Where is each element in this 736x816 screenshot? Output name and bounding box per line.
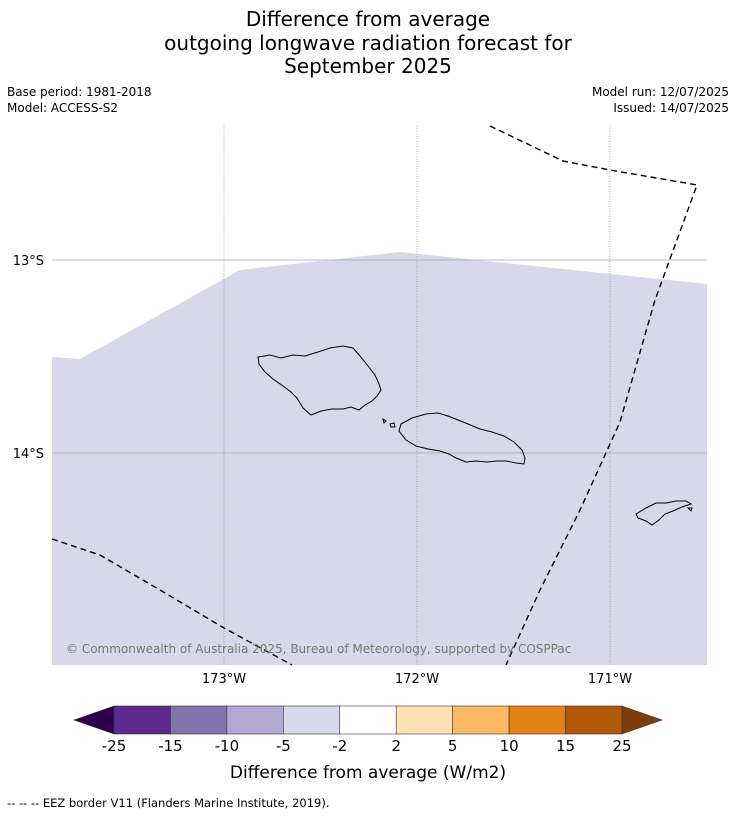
colorbar-tick-label: 5 xyxy=(448,737,458,755)
eez-border-east xyxy=(489,125,698,666)
model-run: Model run: 12/07/2025 xyxy=(591,85,729,99)
lon-label-173w: 173°W xyxy=(202,672,246,687)
meta-right: Model run: 12/07/2025 Issued: 14/07/2025 xyxy=(592,84,729,116)
base-period: Base period: 1981-2018 xyxy=(7,85,152,99)
colorbar-bin xyxy=(226,705,284,735)
colorbar-tick-label: -5 xyxy=(276,737,291,755)
chart-title: Difference from average outgoing longwav… xyxy=(0,7,736,79)
colorbar-under-arrow xyxy=(73,705,115,735)
issued-date: Issued: 14/07/2025 xyxy=(613,101,729,115)
lon-label-172w: 172°W xyxy=(395,672,439,687)
colorbar-tick-label: 2 xyxy=(391,737,401,755)
aunuu-island xyxy=(686,507,693,512)
tutuila-island xyxy=(635,500,693,526)
colorbar-tick-label: -10 xyxy=(215,737,240,755)
title-line-1: Difference from average xyxy=(245,7,491,31)
colorbar-bin xyxy=(565,705,623,735)
copyright-credit: © Commonwealth of Australia 2025, Bureau… xyxy=(66,642,571,656)
title-line-2: outgoing longwave radiation forecast for xyxy=(164,30,572,55)
savaii-island xyxy=(257,345,382,416)
colorbar-over-arrow xyxy=(621,705,663,735)
colorbar-tick-label: 10 xyxy=(500,737,519,755)
colorbar-bin xyxy=(283,705,341,735)
manono-island xyxy=(389,422,396,428)
colorbar-bin xyxy=(339,705,397,735)
meta-left: Base period: 1981-2018 Model: ACCESS-S2 xyxy=(7,84,152,116)
anomaly-field xyxy=(52,252,707,665)
lon-label-171w: 171°W xyxy=(588,672,632,687)
lat-label-13s: 13°S xyxy=(13,254,44,269)
colorbar-bin xyxy=(170,705,228,735)
colorbar-bin xyxy=(113,705,171,735)
upolu-island xyxy=(398,412,526,465)
eez-border-south xyxy=(51,538,293,666)
colorbar-bin xyxy=(508,705,566,735)
colorbar-tick-label: 15 xyxy=(556,737,575,755)
colorbar: -25 -15 -10 -5 -2 2 5 10 15 25 Difference from av… xyxy=(73,705,663,783)
colorbar-label: Difference from average (W/m2) xyxy=(230,763,506,783)
colorbar-tick-label: 25 xyxy=(612,737,631,755)
lat-label-14s: 14°S xyxy=(13,447,44,462)
model-name: Model: ACCESS-S2 xyxy=(7,101,119,115)
colorbar-tick-label: -15 xyxy=(158,737,183,755)
colorbar-tick-label: -2 xyxy=(332,737,347,755)
colorbar-tick-label: -25 xyxy=(102,737,127,755)
apolima-island xyxy=(382,417,387,424)
colorbar-bin xyxy=(395,705,453,735)
title-line-3: September 2025 xyxy=(284,54,452,78)
eez-footnote: -- -- -- EEZ border V11 (Flanders Marine… xyxy=(7,796,330,810)
colorbar-bin xyxy=(452,705,510,735)
